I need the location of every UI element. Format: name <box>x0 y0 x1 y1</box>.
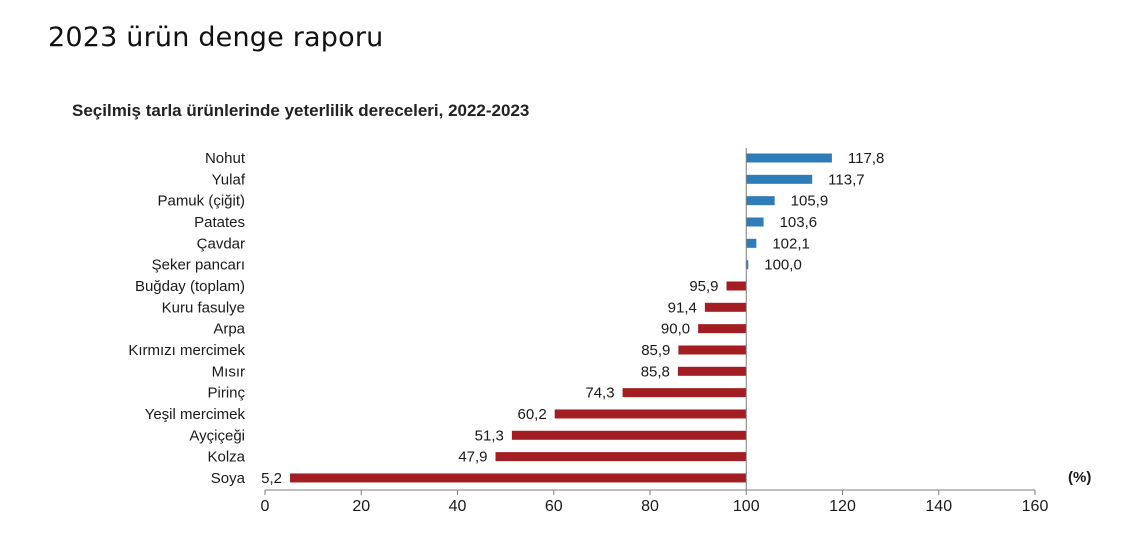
x-tick-label: 120 <box>829 498 856 515</box>
value-label: 90,0 <box>661 321 690 338</box>
value-label: 113,7 <box>828 171 864 188</box>
x-tick-label: 40 <box>449 498 467 515</box>
x-tick-label: 100 <box>733 498 760 515</box>
bar-15 <box>495 452 747 462</box>
bar-13 <box>554 409 747 419</box>
bar-9 <box>698 324 747 334</box>
unit-label: (%) <box>1068 469 1091 486</box>
category-label: Pirinç <box>207 385 245 402</box>
value-label: 117,8 <box>848 150 884 167</box>
bar-2 <box>746 174 813 184</box>
value-label: 47,9 <box>458 449 487 466</box>
bar-4 <box>746 217 764 227</box>
category-label: Patates <box>194 214 245 231</box>
bar-10 <box>678 345 747 355</box>
bars-layer <box>290 153 832 483</box>
category-label: Buğday (toplam) <box>135 278 245 295</box>
category-label: Kolza <box>207 449 245 466</box>
x-tick-label: 80 <box>641 498 659 515</box>
x-tick-label: 140 <box>925 498 952 515</box>
bar-16 <box>290 473 747 483</box>
x-tick-label: 60 <box>545 498 563 515</box>
value-label: 60,2 <box>518 406 547 423</box>
bar-6 <box>746 260 749 270</box>
value-label: 102,1 <box>772 235 810 252</box>
value-label: 74,3 <box>585 385 614 402</box>
value-label: 95,9 <box>689 278 718 295</box>
value-label: 91,4 <box>668 299 697 316</box>
bar-1 <box>746 153 832 163</box>
bar-11 <box>677 366 747 376</box>
category-label: Pamuk (çiğit) <box>157 193 245 210</box>
value-label: 85,8 <box>641 363 670 380</box>
bar-7 <box>726 281 747 291</box>
category-label: Arpa <box>213 321 245 338</box>
labels-layer: Nohut 117,8 Yulaf 113,7 Pamuk (çiğit) 105,9 Pa… <box>128 150 884 487</box>
bar-8 <box>704 302 747 312</box>
category-label: Yeşil mercimek <box>145 406 246 423</box>
category-label: Ayçiçeği <box>189 427 245 444</box>
category-label: Şeker pancarı <box>152 257 245 274</box>
category-label: Kuru fasulye <box>162 299 245 316</box>
page-heading: 2023 ürün denge raporu <box>48 22 384 53</box>
x-tick-label: 160 <box>1022 498 1049 515</box>
bar-14 <box>511 430 747 440</box>
category-label: Mısır <box>212 363 245 380</box>
category-label: Kırmızı mercimek <box>128 342 245 359</box>
value-label: 100,0 <box>764 257 802 274</box>
category-label: Çavdar <box>197 235 245 252</box>
category-label: Soya <box>211 470 246 487</box>
bar-12 <box>622 388 747 398</box>
value-label: 105,9 <box>791 193 829 210</box>
value-label: 5,2 <box>261 470 282 487</box>
category-label: Yulaf <box>212 171 246 188</box>
x-tick-label: 0 <box>261 498 270 515</box>
x-tick-label: 20 <box>352 498 370 515</box>
bar-3 <box>746 196 775 206</box>
bar-5 <box>746 238 757 248</box>
category-label: Nohut <box>205 150 246 167</box>
chart-title: Seçilmiş tarla ürünlerinde yeterlilik de… <box>72 101 530 120</box>
value-label: 103,6 <box>780 214 818 231</box>
value-label: 51,3 <box>475 427 504 444</box>
axis-layer: 0 20 40 60 80 100 120 140 160 <box>261 148 1049 515</box>
value-label: 85,9 <box>641 342 670 359</box>
